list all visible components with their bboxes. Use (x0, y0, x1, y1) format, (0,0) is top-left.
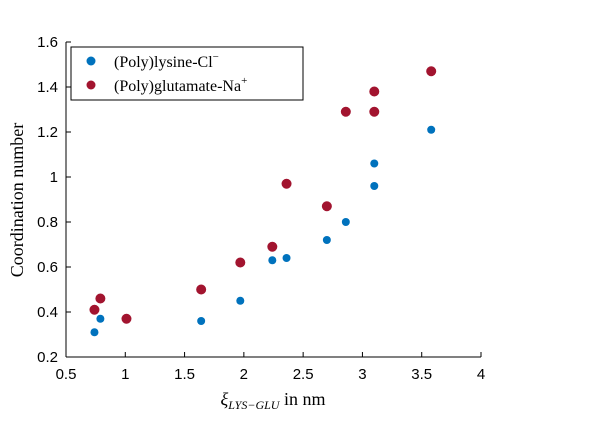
glutamate-point (121, 313, 132, 324)
x-tick-label: 2.5 (293, 366, 314, 383)
glutamate-point (196, 284, 207, 295)
y-axis-label: Coordination number (7, 123, 27, 277)
glutamate-point (426, 66, 437, 77)
y-tick-label: 0.6 (37, 259, 58, 276)
lysine-point (90, 328, 99, 337)
lysine-point (282, 254, 291, 262)
x-tick-label: 3 (358, 366, 366, 383)
legend: (Poly)lysine-Cl− (Poly)glutamate-Na+ (70, 46, 304, 101)
x-axis-label: ξLYS−GLU in nm (221, 389, 326, 412)
lysine-point (236, 296, 245, 305)
lysine-point (197, 317, 206, 325)
y-tick-label: 0.8 (37, 214, 58, 231)
x-tick-label: 1.5 (174, 366, 195, 383)
lysine-point (370, 182, 379, 190)
legend-marker-glutamate (86, 80, 96, 90)
x-axis-label-subscript: LYS−GLU (227, 398, 281, 412)
x-tick-label: 0.5 (56, 366, 77, 383)
y-tick-label: 1.4 (37, 79, 58, 96)
legend-marker-lysine (86, 56, 96, 66)
y-tick-label: 0.2 (37, 349, 58, 366)
lysine-point (96, 314, 105, 323)
y-ticks: 0.2 0.4 0.6 0.8 1 1.2 1.4 1.6 (37, 34, 71, 366)
y-tick-label: 1.6 (37, 34, 58, 51)
legend-box (70, 46, 304, 101)
axes (65, 42, 481, 358)
x-tick-label: 4 (477, 366, 485, 383)
lysine-point (268, 256, 277, 265)
glutamate-point (95, 293, 106, 304)
legend-label-glutamate: (Poly)glutamate-Na+ (114, 75, 247, 95)
x-tick-label: 1 (121, 366, 129, 383)
glutamate-point (340, 106, 351, 117)
lysine-point (370, 159, 379, 168)
glutamate-point (369, 86, 380, 97)
data-points (89, 66, 437, 337)
lysine-point (322, 236, 331, 244)
x-axis-label-symbol: ξ (221, 389, 229, 409)
glutamate-point (281, 178, 292, 189)
x-ticks: 0.5 1 1.5 2 2.5 3 3.5 4 (56, 352, 485, 383)
glutamate-point (235, 257, 246, 268)
x-axis-label-suffix: in nm (279, 389, 325, 409)
x-tick-label: 2 (240, 366, 248, 383)
y-tick-label: 0.4 (37, 304, 58, 321)
glutamate-point (267, 241, 278, 252)
y-tick-label: 1.2 (37, 124, 58, 141)
y-tick-label: 1 (50, 169, 58, 186)
lysine-point (341, 218, 350, 226)
glutamate-point (321, 201, 332, 212)
legend-label-lysine: (Poly)lysine-Cl− (114, 51, 219, 71)
glutamate-point (89, 304, 100, 315)
x-tick-label: 3.5 (411, 366, 432, 383)
glutamate-point (369, 106, 380, 117)
lysine-point (427, 125, 436, 134)
